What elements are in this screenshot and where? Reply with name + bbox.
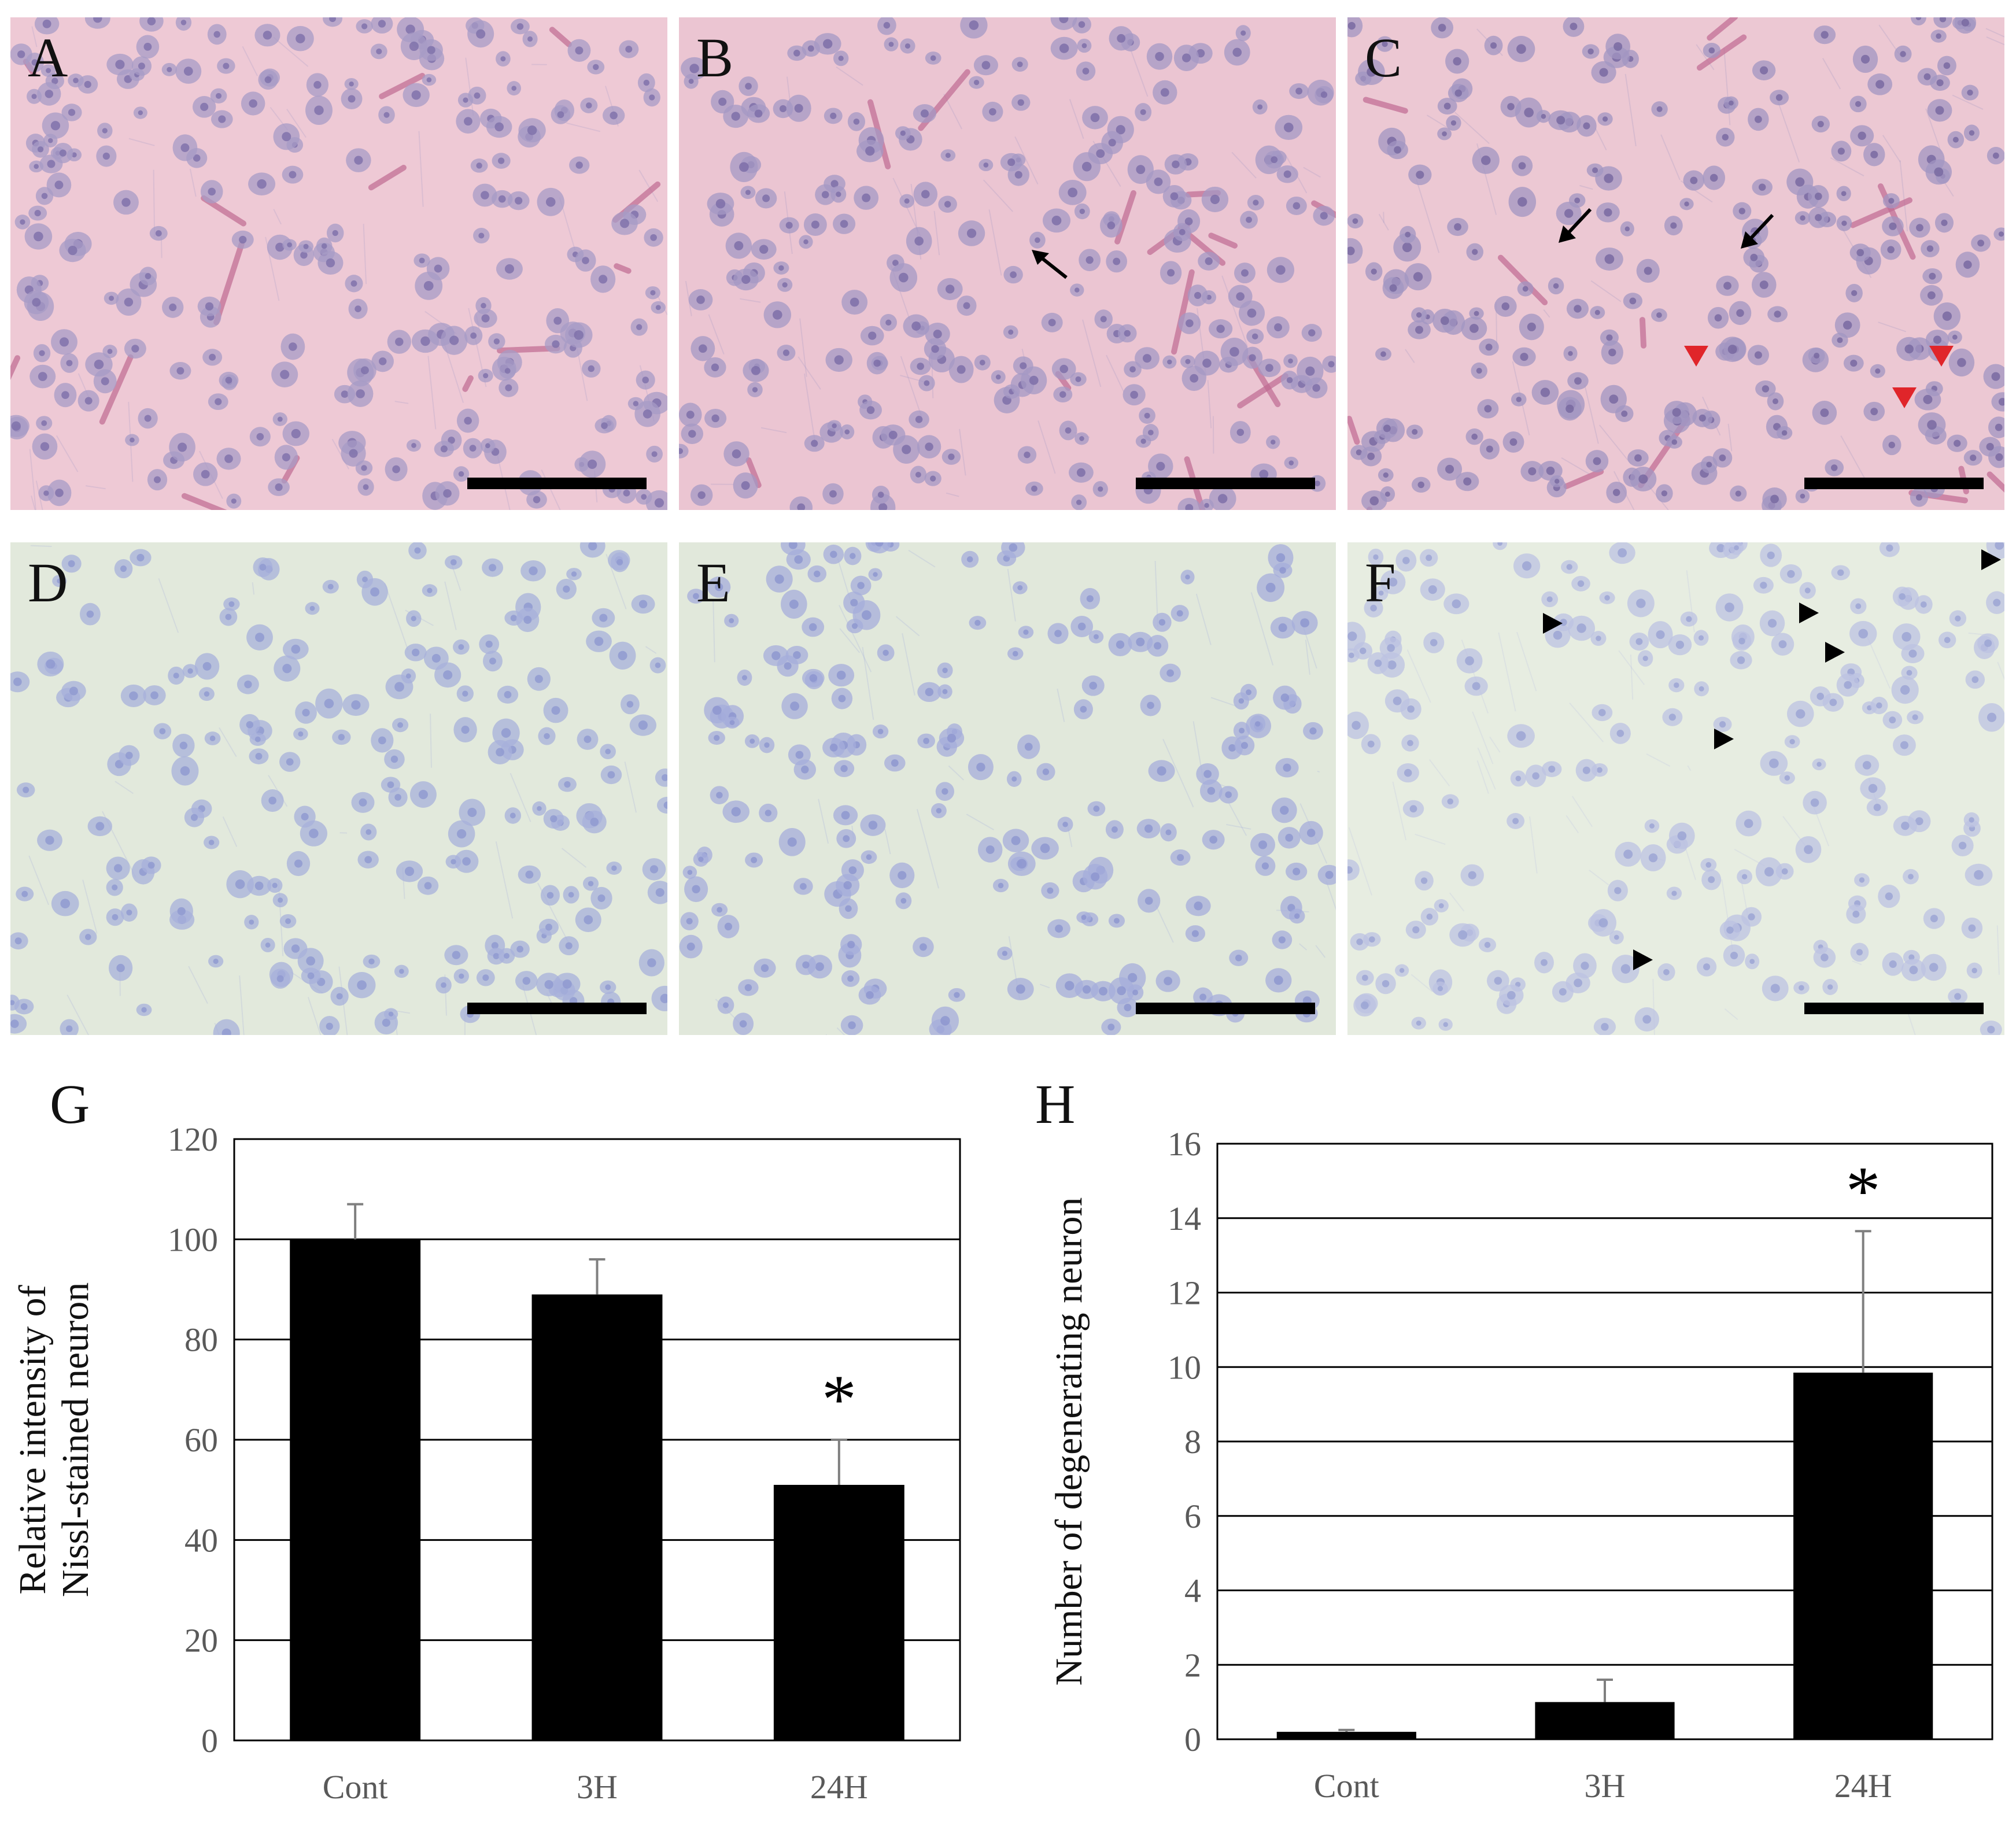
y-tick-label: 16 bbox=[1168, 1125, 1201, 1163]
red-arrowhead-icon bbox=[1892, 387, 1917, 408]
micrograph-panel-f: F bbox=[1347, 542, 2004, 1035]
y-tick-label: 20 bbox=[184, 1622, 218, 1659]
panel-letter-d: D bbox=[28, 552, 68, 613]
y-tick-label: 14 bbox=[1168, 1200, 1201, 1237]
x-tick-label: Cont bbox=[323, 1768, 388, 1806]
chart-h: 0 2 4 6 8 10 12 14 16 Cont 3H * 24H Number of degener… bbox=[1048, 1125, 1993, 1805]
scale-bar bbox=[1804, 478, 1984, 489]
significance-marker: * bbox=[1846, 1152, 1881, 1229]
chart-g: 0 20 40 60 80 100 120 Cont 3H * 24H Relative intens… bbox=[12, 1121, 961, 1806]
x-tick-label: 3H bbox=[577, 1768, 618, 1806]
panel-letter-a: A bbox=[28, 27, 68, 88]
bar-24h bbox=[1793, 1372, 1933, 1739]
x-tick-label: Cont bbox=[1314, 1767, 1379, 1805]
black-arrowhead-icon bbox=[1714, 729, 1734, 749]
y-tick-label: 4 bbox=[1184, 1572, 1201, 1610]
scale-bar bbox=[1804, 1003, 1984, 1014]
bar-24h bbox=[773, 1485, 904, 1740]
black-arrowhead-icon bbox=[1981, 549, 2001, 570]
x-tick-label: 24H bbox=[1834, 1767, 1892, 1805]
micrograph-panel-d: D bbox=[10, 542, 667, 1035]
y-tick-label: 60 bbox=[184, 1421, 218, 1459]
tissue-image bbox=[679, 17, 1336, 510]
y-tick-label: 2 bbox=[1184, 1646, 1201, 1684]
black-arrowhead-icon bbox=[1825, 642, 1845, 663]
y-tick-label: 12 bbox=[1168, 1274, 1201, 1312]
y-tick-label: 100 bbox=[168, 1221, 218, 1258]
red-arrowhead-icon bbox=[1684, 346, 1708, 367]
y-tick-label: 120 bbox=[168, 1121, 218, 1158]
micrograph-panel-a: A bbox=[10, 17, 667, 510]
y-tick-label: 40 bbox=[184, 1521, 218, 1559]
x-tick-label: 24H bbox=[810, 1768, 868, 1806]
scale-bar bbox=[1136, 478, 1315, 489]
y-axis-label: Nissl-stained neuron bbox=[54, 1282, 97, 1597]
y-tick-label: 10 bbox=[1168, 1348, 1201, 1386]
micrograph-panel-c: C bbox=[1347, 17, 2004, 510]
bar-3h bbox=[1535, 1702, 1675, 1739]
y-tick-label: 80 bbox=[184, 1321, 218, 1359]
y-tick-label: 0 bbox=[1184, 1721, 1201, 1758]
micrograph-panel-b: B bbox=[679, 17, 1336, 510]
bar-cont bbox=[1276, 1732, 1416, 1739]
x-tick-label: 3H bbox=[1585, 1767, 1626, 1805]
tissue-image bbox=[10, 542, 667, 1035]
black-arrowhead-icon bbox=[1633, 949, 1653, 970]
scale-bar bbox=[467, 478, 647, 489]
panel-letter-f: F bbox=[1365, 552, 1396, 613]
panel-letter-e: E bbox=[696, 552, 730, 613]
y-tick-label: 8 bbox=[1184, 1423, 1201, 1461]
panel-letter-c: C bbox=[1365, 27, 1402, 88]
scale-bar bbox=[1136, 1003, 1315, 1014]
micrograph-panel-e: E bbox=[679, 542, 1336, 1035]
black-arrow-icon bbox=[1559, 208, 1592, 243]
bar-cont bbox=[290, 1239, 421, 1740]
black-arrow-icon bbox=[1741, 213, 1774, 249]
y-axis-label: Number of degenerating neuron bbox=[1048, 1197, 1090, 1686]
panel-letter-b: B bbox=[696, 27, 734, 88]
black-arrowhead-icon bbox=[1543, 613, 1563, 634]
tissue-image bbox=[1347, 17, 2004, 510]
tissue-image bbox=[10, 17, 667, 510]
tissue-image bbox=[1347, 542, 2004, 1035]
panel-letter-g: G bbox=[50, 1073, 90, 1135]
red-arrowhead-icon bbox=[1929, 346, 1954, 367]
bar-3h bbox=[531, 1294, 663, 1740]
y-tick-label: 0 bbox=[201, 1722, 218, 1760]
y-tick-label: 6 bbox=[1184, 1498, 1201, 1535]
black-arrow-icon bbox=[1032, 250, 1068, 279]
tissue-image bbox=[679, 542, 1336, 1035]
significance-marker: * bbox=[822, 1361, 856, 1437]
scale-bar bbox=[467, 1003, 647, 1014]
panel-letter-h: H bbox=[1035, 1073, 1076, 1135]
y-axis-label: Relative intensity of bbox=[12, 1285, 54, 1594]
black-arrowhead-icon bbox=[1799, 602, 1819, 623]
